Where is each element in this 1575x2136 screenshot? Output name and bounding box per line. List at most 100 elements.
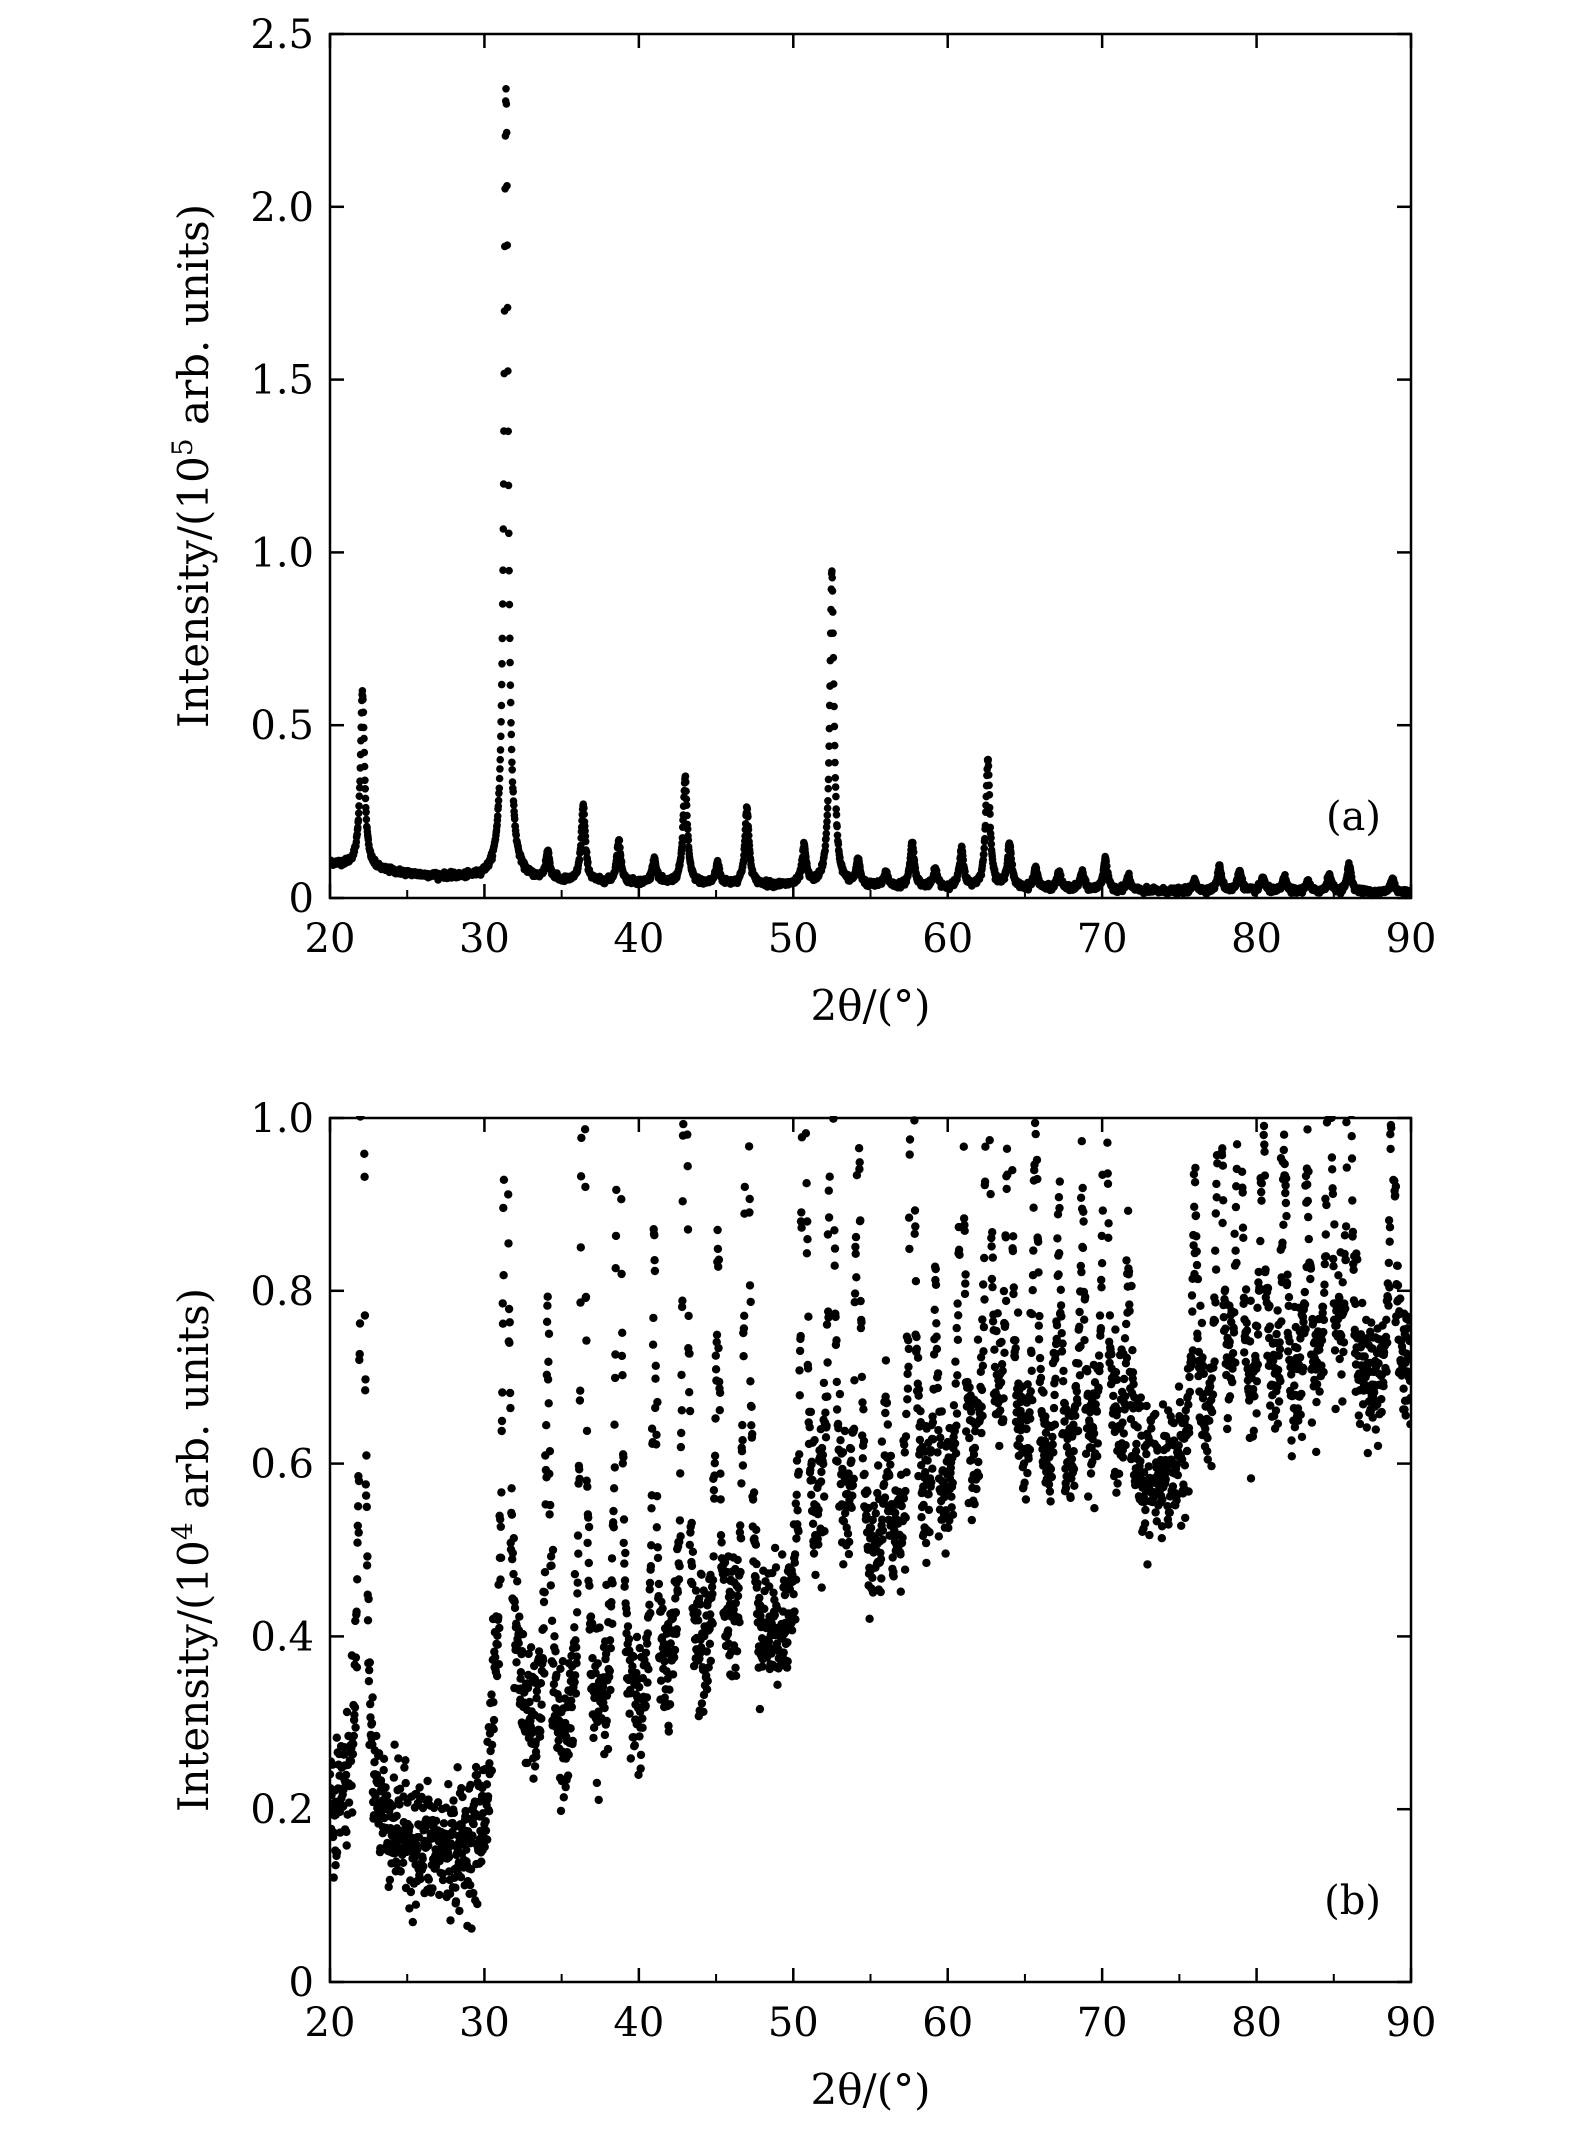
data-point <box>466 1880 475 1890</box>
data-point <box>499 1271 508 1280</box>
data-point <box>399 1858 408 1868</box>
data-point <box>415 1783 424 1792</box>
data-point <box>716 1531 726 1540</box>
data-point <box>617 1195 626 1204</box>
data-point <box>691 1586 701 1595</box>
data-point <box>489 1698 498 1707</box>
x-tick-label: 50 <box>768 916 819 962</box>
data-point <box>987 834 995 842</box>
data-point <box>1103 862 1111 870</box>
data-point <box>635 1732 644 1741</box>
data-point <box>548 1545 558 1555</box>
data-point <box>752 1525 761 1535</box>
data-point <box>760 1604 769 1614</box>
data-point <box>502 128 511 137</box>
data-point <box>737 1479 746 1488</box>
data-point <box>364 1594 373 1604</box>
data-point <box>566 1724 575 1733</box>
data-point <box>770 1543 780 1553</box>
data-point <box>822 829 831 838</box>
data-point <box>980 844 988 853</box>
data-point <box>574 1549 583 1558</box>
data-point <box>572 1643 581 1652</box>
data-point <box>685 1349 694 1358</box>
data-point <box>638 1714 647 1723</box>
data-point <box>351 1723 360 1732</box>
data-point <box>353 1575 362 1584</box>
data-point <box>498 660 506 668</box>
data-point <box>773 1680 782 1690</box>
data-point <box>494 1613 503 1622</box>
data-point <box>738 1461 748 1470</box>
data-point <box>985 791 994 799</box>
data-point <box>342 1707 352 1717</box>
data-point <box>791 1575 801 1584</box>
data-point <box>508 758 516 767</box>
data-point <box>699 1707 708 1717</box>
data-point <box>715 1388 725 1398</box>
data-point <box>617 1269 626 1279</box>
data-point <box>481 1817 490 1826</box>
data-point <box>538 1656 548 1665</box>
data-point <box>610 1373 620 1383</box>
data-point <box>684 836 693 844</box>
data-point <box>1008 860 1017 869</box>
data-point <box>696 1600 705 1609</box>
data-point <box>515 1612 524 1621</box>
data-point <box>484 1807 494 1816</box>
data-point <box>606 1644 615 1653</box>
data-point <box>593 1659 602 1668</box>
data-point <box>602 1716 611 1726</box>
data-point <box>361 1375 370 1384</box>
data-point <box>495 1623 504 1633</box>
data-point <box>439 1819 449 1828</box>
data-point <box>675 1562 684 1571</box>
data-point <box>349 1731 358 1741</box>
data-point <box>738 1420 747 1430</box>
data-point <box>635 1682 644 1692</box>
data-point <box>793 1506 802 1515</box>
data-point <box>505 1318 514 1327</box>
data-point <box>503 182 511 190</box>
data-point <box>516 1668 526 1677</box>
data-point <box>507 730 516 739</box>
data-point <box>547 1561 556 1570</box>
data-point <box>748 1429 757 1439</box>
data-point <box>360 1311 370 1320</box>
data-point <box>384 1882 393 1892</box>
data-point <box>362 1451 371 1460</box>
data-point <box>753 1579 762 1588</box>
data-point <box>504 481 513 490</box>
data-point <box>493 1631 502 1640</box>
y-tick-label: 0 <box>289 876 314 922</box>
data-point <box>980 850 988 859</box>
data-point <box>395 1800 404 1809</box>
data-point <box>480 1842 489 1852</box>
data-point <box>514 1639 523 1648</box>
data-point <box>582 1336 591 1345</box>
data-point <box>542 1421 551 1430</box>
data-point <box>740 1182 749 1192</box>
data-point <box>363 1552 372 1561</box>
data-point <box>546 1500 555 1510</box>
data-point <box>618 1371 627 1380</box>
data-point <box>352 1663 362 1672</box>
data-point <box>821 842 830 850</box>
data-point <box>650 1256 659 1265</box>
data-point <box>683 811 691 820</box>
data-point <box>458 1792 467 1802</box>
data-point <box>605 1636 615 1645</box>
data-point <box>594 1795 603 1805</box>
data-point <box>544 1329 554 1339</box>
data-point <box>498 1299 507 1308</box>
data-point <box>368 1693 377 1702</box>
data-point <box>621 1548 630 1558</box>
data-point <box>832 805 840 813</box>
data-point <box>682 787 690 795</box>
data-point <box>360 762 369 771</box>
data-point <box>831 758 839 767</box>
data-point <box>830 702 838 711</box>
data-point <box>507 745 516 754</box>
data-point <box>444 1780 453 1789</box>
data-point <box>641 1648 651 1658</box>
